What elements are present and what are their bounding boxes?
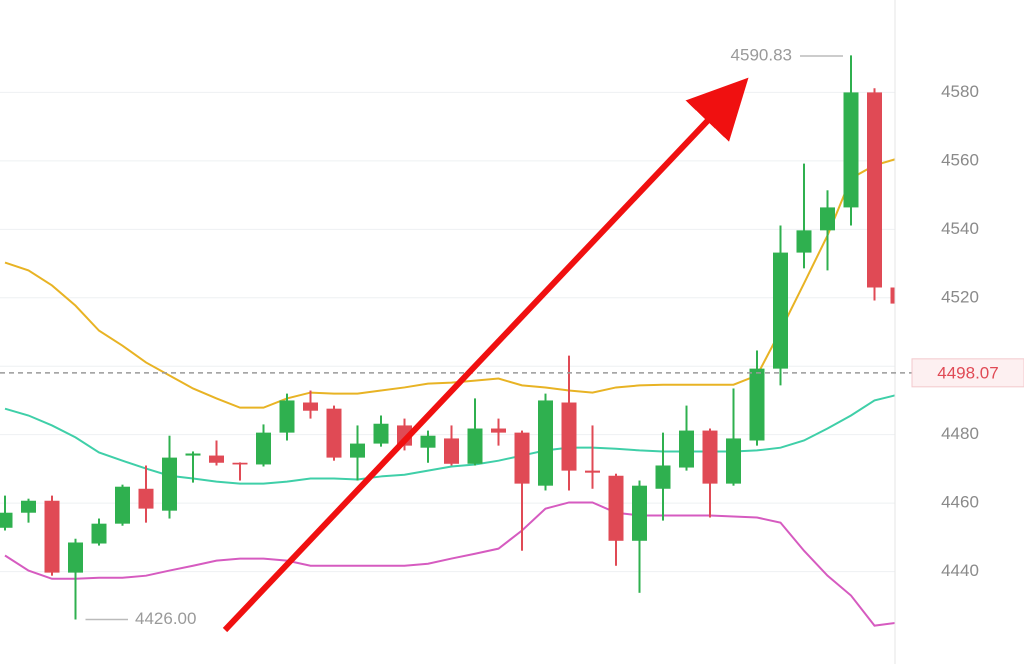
band-line [4, 158, 895, 409]
candle-body [232, 462, 248, 465]
trend-arrow [222, 77, 749, 633]
candle-body [326, 408, 342, 458]
candle-body [373, 423, 389, 444]
candle-body [796, 230, 812, 253]
candle-body [655, 465, 671, 489]
candle-body [209, 455, 224, 463]
candle-body [420, 435, 436, 448]
max-label: 4590.83 [731, 45, 792, 64]
candle-body [303, 402, 318, 411]
annotations: 4498.07 4590.83 4426.00 [0, 45, 1024, 628]
candle-body [726, 438, 741, 484]
candle-body [561, 402, 577, 471]
candle-body [21, 500, 36, 513]
candle-body [749, 368, 765, 441]
candle-body [773, 252, 788, 369]
y-tick-label: 4460 [941, 493, 979, 512]
grid [0, 91, 895, 573]
band-line [4, 394, 895, 485]
y-tick-label: 4540 [941, 219, 979, 238]
candle-body [0, 512, 13, 528]
candle-body [585, 470, 600, 473]
candle-body [867, 92, 882, 288]
candle-body [608, 475, 624, 541]
candle-body [514, 432, 530, 484]
candle-body [843, 92, 859, 208]
candle-body [538, 400, 553, 486]
candle-body [185, 453, 201, 456]
candle-body [467, 428, 483, 464]
y-tick-label: 4520 [941, 287, 979, 306]
plot-area [0, 55, 895, 627]
candle-body [68, 542, 83, 573]
min-label: 4426.00 [135, 609, 196, 628]
candle-body [632, 485, 647, 541]
candle-body [491, 428, 506, 433]
current-price-box [911, 358, 1024, 388]
candle-body [256, 432, 271, 465]
candle-body [350, 443, 365, 458]
candle-body [279, 400, 295, 433]
candle-body [820, 207, 835, 231]
candle-body [44, 500, 60, 573]
candle-body [679, 430, 694, 468]
candle-body [890, 287, 895, 304]
y-tick-label: 4560 [941, 150, 979, 169]
candle-body [162, 457, 177, 511]
candle-body [702, 430, 718, 484]
candle-body [91, 523, 107, 544]
candle-body [444, 438, 459, 464]
y-tick-label: 4440 [941, 561, 979, 580]
current-price-label: 4498.07 [937, 363, 998, 382]
candle-body [138, 488, 154, 509]
y-tick-label: 4580 [941, 82, 979, 101]
y-axis: 44404460448045004520454045604580 [941, 82, 979, 580]
candle-body [115, 486, 130, 524]
y-tick-label: 4480 [941, 424, 979, 443]
band-line [4, 501, 895, 627]
